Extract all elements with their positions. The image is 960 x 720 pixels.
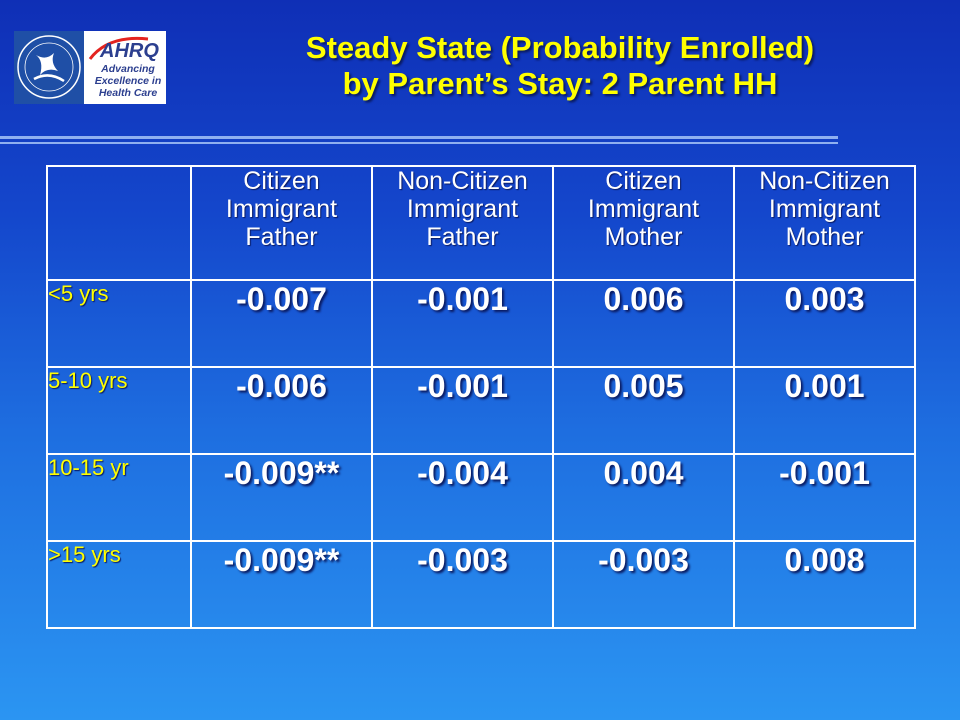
row-label: 5-10 yrs [46, 366, 192, 455]
header-line: Father [426, 223, 499, 251]
table-row: >15 yrs -0.009** -0.003 -0.003 0.008 [46, 540, 916, 629]
table-cell: 0.004 [552, 453, 735, 542]
table-cell: 0.005 [552, 366, 735, 455]
row-label: 10-15 yr [46, 453, 192, 542]
table-cell: -0.009** [190, 540, 373, 629]
header-line: Non-Citizen [759, 167, 890, 195]
column-header-citizen-mother: Citizen Immigrant Mother [552, 165, 735, 281]
title-divider-bottom [0, 142, 838, 144]
ahrq-logo: AHRQ Advancing Excellence in Health Care [84, 31, 166, 104]
table-cell: 0.001 [733, 366, 916, 455]
ahrq-wordmark-icon: AHRQ [88, 36, 159, 62]
header-line: Immigrant [406, 195, 519, 223]
svg-text:AHRQ: AHRQ [99, 40, 159, 62]
header-line: Immigrant [587, 195, 700, 223]
header-line: Mother [604, 223, 683, 251]
table-cell: -0.006 [190, 366, 373, 455]
header-line: Non-Citizen [397, 167, 528, 195]
header-line: Immigrant [768, 195, 881, 223]
slide-title-line-2: by Parent’s Stay: 2 Parent HH [342, 66, 778, 101]
header-line: Citizen [605, 167, 682, 195]
title-divider-top [0, 136, 838, 139]
column-header-noncitizen-father: Non-Citizen Immigrant Father [371, 165, 554, 281]
table-cell: 0.006 [552, 279, 735, 368]
table-cell: -0.003 [552, 540, 735, 629]
row-label: >15 yrs [46, 540, 192, 629]
header-line: Citizen [243, 167, 320, 195]
header-line: Mother [785, 223, 864, 251]
results-table: Citizen Immigrant Father Non-Citizen Imm… [46, 165, 916, 629]
slide-title: Steady State (Probability Enrolled) by P… [170, 30, 950, 102]
table-cell: -0.001 [371, 366, 554, 455]
table-cell: -0.003 [371, 540, 554, 629]
table-row: 5-10 yrs -0.006 -0.001 0.005 0.001 [46, 366, 916, 455]
column-header-citizen-father: Citizen Immigrant Father [190, 165, 373, 281]
hhs-seal-icon [14, 31, 84, 104]
header-line: Immigrant [225, 195, 338, 223]
ahrq-tagline-line: Health Care [98, 87, 158, 99]
ahrq-tagline-line: Excellence in [94, 75, 162, 87]
table-cell: 0.003 [733, 279, 916, 368]
table-cell: -0.004 [371, 453, 554, 542]
table-header-row: Citizen Immigrant Father Non-Citizen Imm… [46, 165, 916, 281]
table-corner-cell [46, 165, 192, 281]
table-cell: -0.001 [733, 453, 916, 542]
table-row: <5 yrs -0.007 -0.001 0.006 0.003 [46, 279, 916, 368]
table-cell: -0.009** [190, 453, 373, 542]
table-cell: 0.008 [733, 540, 916, 629]
ahrq-tagline-line: Advancing [101, 63, 155, 75]
ahrq-tagline: Advancing Excellence in Health Care [90, 63, 166, 99]
table-cell: -0.007 [190, 279, 373, 368]
row-label: <5 yrs [46, 279, 192, 368]
column-header-noncitizen-mother: Non-Citizen Immigrant Mother [733, 165, 916, 281]
header-line: Father [245, 223, 318, 251]
logo-block: AHRQ Advancing Excellence in Health Care [14, 31, 166, 104]
table-row: 10-15 yr -0.009** -0.004 0.004 -0.001 [46, 453, 916, 542]
table-cell: -0.001 [371, 279, 554, 368]
slide-title-line-1: Steady State (Probability Enrolled) [305, 30, 815, 65]
